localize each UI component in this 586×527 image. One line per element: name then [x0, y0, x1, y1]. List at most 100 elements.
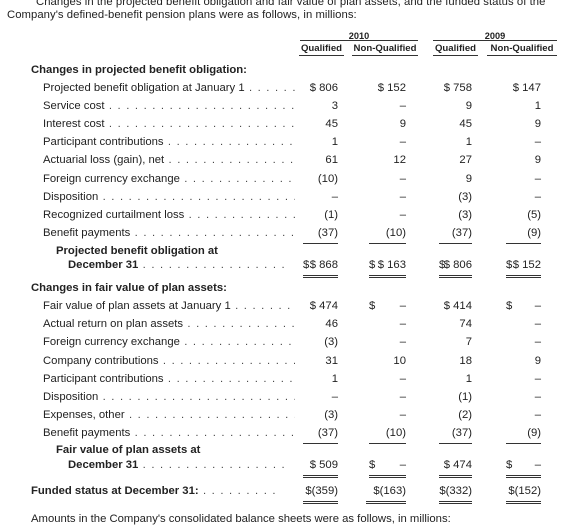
table-cell: 45 [459, 118, 472, 131]
table-cell: – [399, 318, 406, 331]
row-label: Recognized curtailment loss . . . . . . … [43, 208, 295, 221]
table-cell: – [534, 318, 541, 331]
year-rule-2009 [433, 40, 557, 41]
table-cell: – [534, 391, 541, 403]
table-cell: 1 [534, 100, 541, 113]
table-cell: – [399, 409, 406, 422]
col-header-qualified-2010: Qualified [300, 43, 343, 54]
table-cell: – [399, 372, 406, 385]
table-cell: 1 [331, 136, 338, 149]
table-row: Service cost . . . . . . . . . . . . . .… [0, 100, 586, 118]
table-cell: $ 806 [309, 82, 338, 94]
table-cell: – [331, 391, 338, 403]
table-cell: $ – [369, 459, 406, 478]
table-cell: $ 509 [303, 459, 338, 478]
intro-paragraph: Changes in the projected benefit obligat… [7, 0, 586, 21]
row-label: Interest cost . . . . . . . . . . . . . … [43, 118, 295, 131]
table-cell: – [534, 172, 541, 185]
table-cell: $(359) [303, 485, 338, 504]
row-label: Disposition . . . . . . . . . . . . . . … [43, 391, 295, 403]
table-cell: 7 [465, 336, 472, 349]
table-cell: 1 [465, 136, 472, 149]
table-cell: (3) [324, 336, 338, 349]
table-cell: – [534, 372, 541, 385]
table-row: Foreign currency exchange . . . . . . . … [0, 336, 586, 354]
row-label: Service cost . . . . . . . . . . . . . .… [43, 100, 295, 113]
table-cell: $ 474 [439, 459, 472, 478]
col-rule [352, 55, 418, 56]
table-cell: (10) [369, 427, 406, 445]
table-row: Disposition . . . . . . . . . . . . . . … [0, 391, 586, 409]
table-cell: $ 414 [443, 300, 472, 312]
table-cell: 31 [325, 354, 338, 367]
col-header-nonqualified-2009: Non-Qualified [490, 43, 554, 54]
row-label: Actual return on plan assets . . . . . .… [43, 318, 295, 331]
table-row: Fair value of plan assets at January 1 .… [0, 300, 586, 318]
table-cell: (2) [458, 409, 472, 422]
table-cell: 9 [465, 172, 472, 185]
table-cell: $ $ 163 [369, 259, 406, 278]
row-label: Foreign currency exchange . . . . . . . … [43, 336, 295, 349]
table-row: Benefit payments . . . . . . . . . . . .… [0, 227, 586, 245]
table-cell: $ 152 [377, 82, 406, 94]
table-cell: (3) [458, 190, 472, 203]
table-cell: $(152) [506, 485, 541, 504]
table-cell: – [399, 391, 406, 403]
total-label: December 31 . . . . . . . . . . . . . . … [68, 459, 286, 471]
table-row: Interest cost . . . . . . . . . . . . . … [0, 118, 586, 136]
total-label: Fair value of plan assets at [56, 444, 201, 456]
row-label: Company contributions . . . . . . . . . … [43, 354, 295, 367]
table-cell: 27 [459, 154, 472, 167]
year-header-2010: 2010 [348, 31, 370, 41]
row-label: Expenses, other . . . . . . . . . . . . … [43, 409, 295, 422]
table-cell: 9 [534, 354, 541, 367]
table-cell: (37) [439, 227, 472, 244]
section-heading-row: Changes in fair value of plan assets: [0, 282, 586, 300]
table-cell: $(332) [439, 485, 472, 504]
table-cell: 9 [534, 154, 541, 167]
table-cell: (1) [324, 208, 338, 221]
section-heading: Changes in projected benefit obligation: [31, 64, 247, 76]
table-row: Participant contributions . . . . . . . … [0, 136, 586, 154]
row-label: Participant contributions . . . . . . . … [43, 136, 295, 149]
table-cell: (10) [369, 227, 406, 244]
row-label: Benefit payments . . . . . . . . . . . .… [43, 427, 295, 440]
table-cell: 1 [331, 372, 338, 385]
table-cell: (5) [527, 208, 541, 221]
table-cell: (9) [506, 427, 541, 445]
row-label: Benefit payments . . . . . . . . . . . .… [43, 226, 295, 239]
table-cell: – [534, 409, 541, 422]
table-cell: 61 [325, 154, 338, 167]
table-cell: $ $ 806 [439, 259, 472, 278]
table-cell: – [399, 172, 406, 185]
total-label: December 31 . . . . . . . . . . . . . . … [68, 259, 286, 271]
total-label: Projected benefit obligation at [56, 245, 218, 257]
table-row: Actual return on plan assets . . . . . .… [0, 318, 586, 336]
table-cell: (1) [458, 391, 472, 403]
col-rule [487, 55, 557, 56]
funded-status-row: Funded status at December 31: . . . . . … [0, 485, 586, 504]
table-cell: 18 [459, 354, 472, 367]
table-cell: (10) [317, 172, 338, 185]
table-cell: 3 [331, 100, 338, 113]
outro-paragraph: Amounts in the Company's consolidated ba… [31, 513, 451, 525]
table-cell: (37) [303, 427, 338, 445]
col-header-nonqualified-2010: Non-Qualified [353, 43, 417, 54]
row-label: Fair value of plan assets at January 1 .… [43, 300, 295, 312]
total-row: December 31 . . . . . . . . . . . . . . … [0, 259, 586, 278]
funded-status-label: Funded status at December 31: . . . . . … [31, 485, 277, 497]
table-cell: $ 474 [309, 300, 338, 312]
table-cell: – [399, 100, 406, 113]
table-cell: (37) [303, 227, 338, 244]
row-label: Participant contributions . . . . . . . … [43, 372, 295, 385]
col-rule [299, 55, 344, 56]
table-row: Actuarial loss (gain), net . . . . . . .… [0, 154, 586, 172]
table-cell: (3) [324, 409, 338, 422]
table-cell: – $ [506, 300, 541, 312]
table-row: Benefit payments . . . . . . . . . . . .… [0, 427, 586, 445]
table-cell: $ – [506, 459, 541, 478]
table-cell: – $ [369, 300, 406, 312]
table-cell: $ $ 868 [303, 259, 338, 278]
table-cell: (3) [458, 208, 472, 221]
section-heading-row: Changes in projected benefit obligation: [0, 64, 586, 82]
